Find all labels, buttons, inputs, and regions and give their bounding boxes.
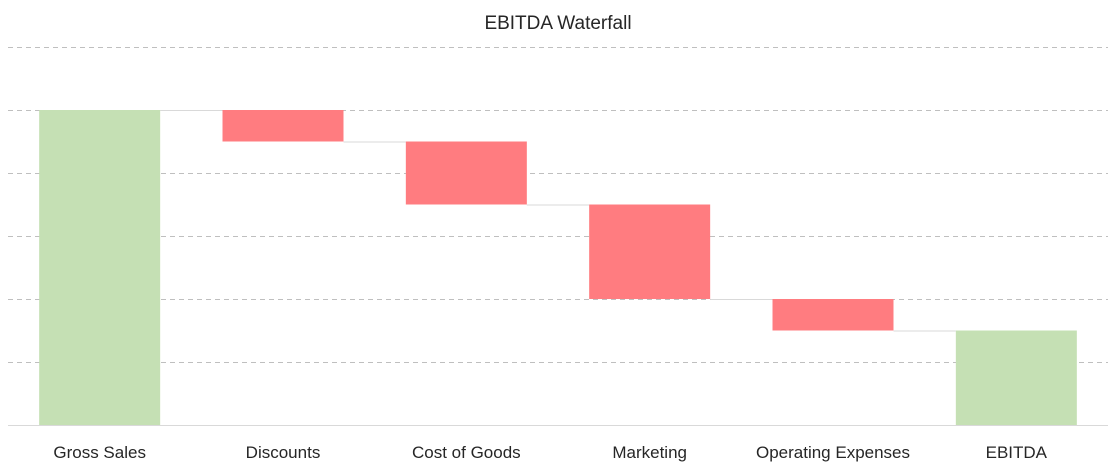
bar-cost-of-goods [405,141,527,205]
bar-gross-sales [39,110,161,425]
bar-ebitda [955,330,1077,425]
bar-marketing [589,204,711,299]
x-tick-label: EBITDA [986,443,1048,462]
x-tick-label: Discounts [246,443,321,462]
x-tick-label: Gross Sales [53,443,146,462]
x-tick-label: Cost of Goods [412,443,521,462]
x-tick-label: Operating Expenses [756,443,910,462]
bars [39,110,1077,425]
connectors [160,110,956,332]
chart-title: EBITDA Waterfall [484,13,631,34]
bar-discounts [222,110,344,142]
x-tick-label: Marketing [612,443,687,462]
x-tick-labels: Gross Sales Discounts Cost of Goods Marketi… [53,443,1047,462]
gridlines [8,47,1108,363]
bar-operating-expenses [772,299,894,331]
